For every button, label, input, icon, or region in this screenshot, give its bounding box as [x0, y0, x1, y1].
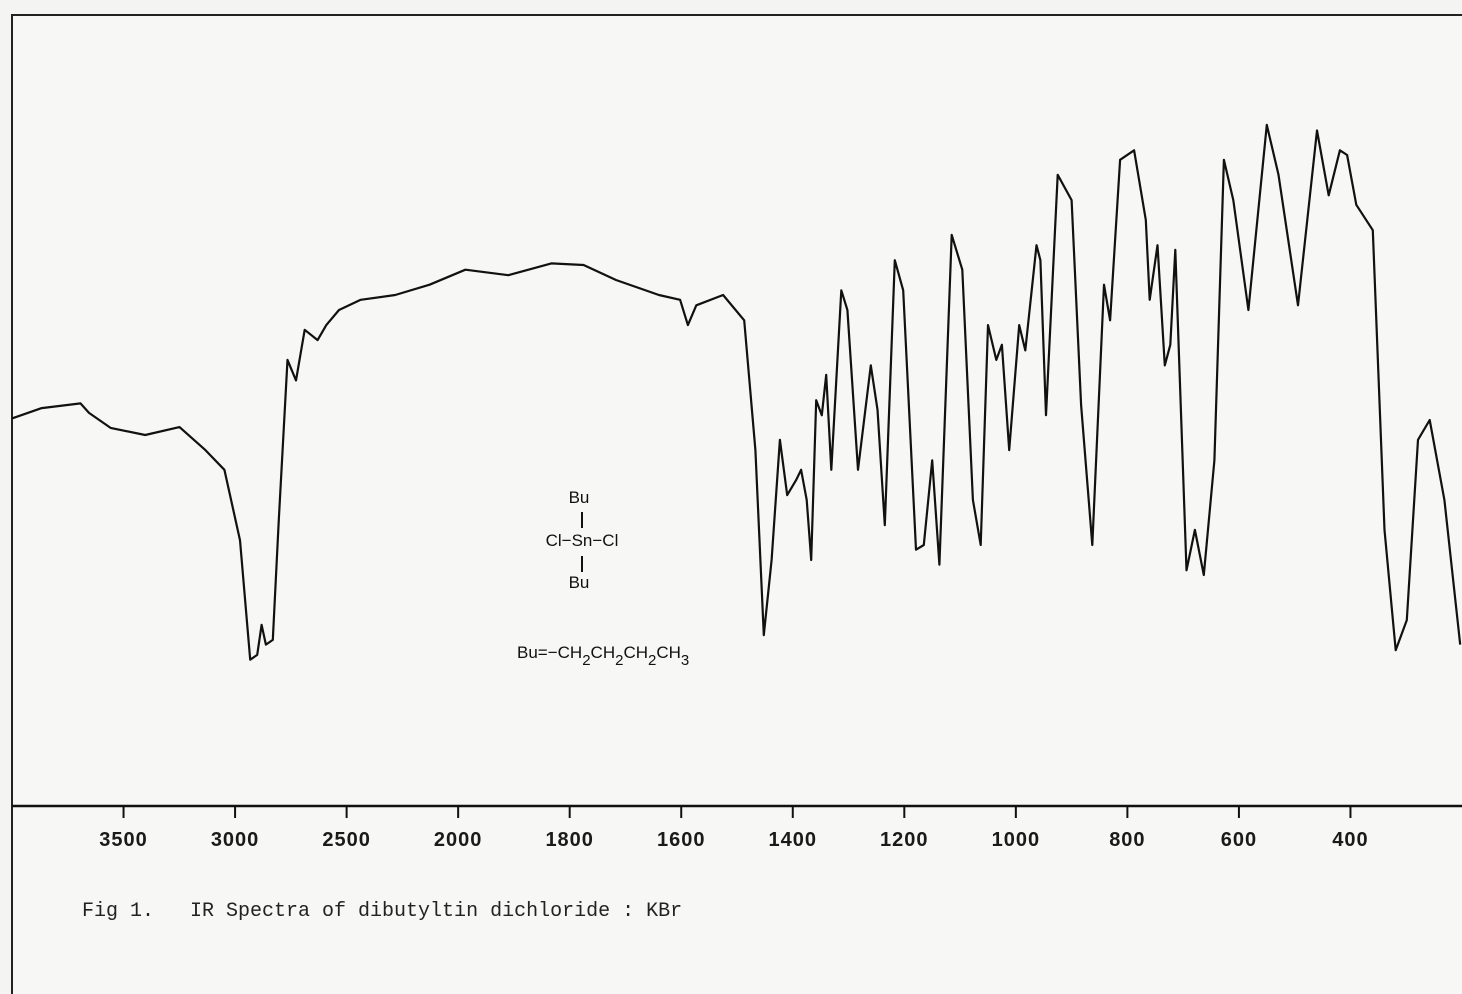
subscript: 2	[648, 652, 656, 669]
x-tick-label: 1000	[992, 829, 1041, 851]
x-tick-label: 1200	[880, 829, 929, 851]
subscript: 2	[582, 652, 590, 669]
x-tick-label: 1400	[769, 829, 818, 851]
frame	[11, 14, 1462, 994]
x-tick-label: 1800	[545, 829, 594, 851]
spectrum-line	[11, 123, 1462, 661]
subscript: 3	[681, 652, 689, 669]
x-tick-label: 3000	[211, 829, 260, 851]
formula-part: CH	[656, 643, 681, 662]
structure-formula: Bu=−CH2CH2CH2CH3	[517, 643, 689, 669]
x-tick-label: 400	[1332, 829, 1368, 851]
x-tick-label: 3500	[99, 829, 148, 851]
x-tick-label: 1600	[657, 829, 706, 851]
formula-part: CH	[591, 643, 616, 662]
structure-bottom: Bu	[569, 573, 590, 592]
x-tick-label: 2000	[434, 829, 483, 851]
formula-part: Bu=−CH	[517, 643, 582, 662]
structure-top: Bu	[569, 488, 590, 507]
x-tick-label: 800	[1109, 829, 1145, 851]
structure-middle: Cl−Sn−Cl	[546, 531, 619, 550]
x-tick-label: 2500	[322, 829, 371, 851]
x-tick-label: 600	[1221, 829, 1257, 851]
caption: Fig 1. IR Spectra of dibutyltin dichlori…	[82, 900, 682, 923]
formula-part: CH	[623, 643, 648, 662]
subscript: 2	[615, 652, 623, 669]
